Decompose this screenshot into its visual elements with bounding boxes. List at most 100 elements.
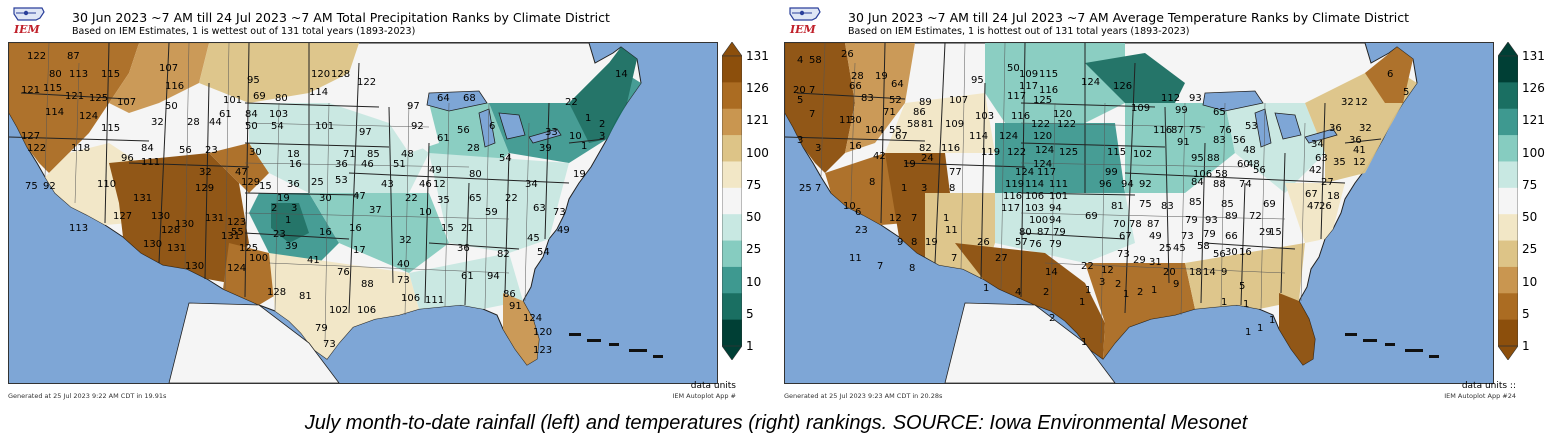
map-title: 30 Jun 2023 ~7 AM till 24 Jul 2023 ~7 AM… bbox=[72, 10, 610, 25]
district-rank-label: 79 bbox=[1203, 229, 1216, 240]
district-rank-label: 88 bbox=[1213, 179, 1226, 190]
district-rank-label: 77 bbox=[949, 167, 962, 178]
colorbar-tick-label: 1 bbox=[1522, 339, 1530, 353]
district-rank-label: 75 bbox=[1189, 125, 1202, 136]
colorbar-tick-label: 131 bbox=[746, 49, 769, 63]
district-rank-label: 46 bbox=[419, 179, 432, 190]
district-rank-label: 122 bbox=[27, 51, 46, 62]
precipitation-panel: IEM 30 Jun 2023 ~7 AM till 24 Jul 2023 ~… bbox=[0, 0, 772, 400]
district-rank-label: 22 bbox=[405, 193, 418, 204]
district-rank-label: 76 bbox=[337, 267, 350, 278]
district-rank-label: 67 bbox=[1305, 189, 1318, 200]
colorbar-arrow-top bbox=[1498, 42, 1518, 57]
district-rank-label: 115 bbox=[101, 123, 120, 134]
svg-text:IEM: IEM bbox=[13, 23, 41, 36]
district-rank-label: 58 bbox=[1197, 241, 1210, 252]
district-rank-label: 44 bbox=[209, 117, 222, 128]
district-rank-label: 109 bbox=[945, 119, 964, 130]
district-rank-label: 120 bbox=[533, 327, 552, 338]
district-rank-label: 79 bbox=[1049, 239, 1062, 250]
district-rank-label: 126 bbox=[1113, 81, 1132, 92]
district-rank-label: 125 bbox=[239, 243, 258, 254]
iem-logo-icon: IEM bbox=[784, 4, 834, 36]
district-rank-label: 29 bbox=[1133, 255, 1146, 266]
district-rank-label: 41 bbox=[307, 255, 320, 266]
district-rank-label: 53 bbox=[1245, 121, 1258, 132]
colorbar-segment bbox=[1498, 266, 1518, 294]
district-rank-label: 3 bbox=[815, 143, 821, 154]
district-rank-label: 32 bbox=[199, 167, 212, 178]
district-rank-label: 15 bbox=[259, 181, 272, 192]
district-rank-label: 102 bbox=[1133, 149, 1152, 160]
district-rank-label: 79 bbox=[1053, 227, 1066, 238]
district-rank-label: 80 bbox=[469, 169, 482, 180]
district-rank-label: 65 bbox=[469, 193, 482, 204]
district-rank-label: 39 bbox=[285, 241, 298, 252]
district-rank-label: 12 bbox=[1101, 265, 1114, 276]
district-rank-label: 67 bbox=[895, 131, 908, 142]
district-rank-label: 119 bbox=[981, 147, 1000, 158]
district-rank-label: 36 bbox=[457, 243, 470, 254]
district-rank-label: 5 bbox=[1403, 87, 1409, 98]
district-rank-label: 50 bbox=[165, 101, 178, 112]
autoplot-app-label: IEM Autoplot App #24 bbox=[1444, 392, 1516, 400]
district-rank-label: 51 bbox=[393, 159, 406, 170]
district-rank-label: 73 bbox=[1117, 249, 1130, 260]
district-rank-label: 33 bbox=[545, 127, 558, 138]
district-rank-label: 89 bbox=[919, 97, 932, 108]
district-rank-label: 10 bbox=[569, 131, 582, 142]
district-rank-label: 101 bbox=[223, 95, 242, 106]
district-rank-label: 111 bbox=[141, 157, 160, 168]
colorbar-tick-label: 25 bbox=[746, 242, 762, 257]
district-rank-label: 106 bbox=[401, 293, 420, 304]
district-rank-label: 26 bbox=[841, 49, 854, 60]
district-rank-label: 37 bbox=[369, 205, 382, 216]
district-rank-label: 16 bbox=[849, 141, 862, 152]
district-rank-label: 116 bbox=[1153, 125, 1172, 136]
district-rank-label: 80 bbox=[275, 93, 288, 104]
district-rank-label: 121 bbox=[65, 91, 84, 102]
district-rank-label: 10 bbox=[843, 201, 856, 212]
district-rank-label: 34 bbox=[1311, 139, 1324, 150]
temperature-map: 4 58 26 50 19 28 95 109 115 6 20 7 66 64 117 116 124 126 5… bbox=[784, 42, 1494, 384]
district-rank-label: 8 bbox=[949, 183, 955, 194]
district-rank-label: 53 bbox=[335, 175, 348, 186]
district-rank-label: 1 bbox=[983, 283, 989, 294]
temperature-panel: IEM 30 Jun 2023 ~7 AM till 24 Jul 2023 ~… bbox=[776, 0, 1552, 400]
colorbar-tick-label: 126 bbox=[746, 81, 769, 96]
district-rank-label: 88 bbox=[361, 279, 374, 290]
district-rank-label: 91 bbox=[1177, 137, 1190, 148]
district-rank-label: 65 bbox=[1213, 107, 1226, 118]
district-rank-label: 22 bbox=[505, 193, 518, 204]
district-rank-label: 23 bbox=[205, 145, 218, 156]
generated-timestamp: Generated at 25 Jul 2023 9:23 AM CDT in … bbox=[784, 392, 943, 400]
district-rank-label: 70 bbox=[1113, 219, 1126, 230]
district-rank-label: 36 bbox=[1329, 123, 1342, 134]
district-rank-label: 58 bbox=[907, 119, 920, 130]
generated-timestamp: Generated at 25 Jul 2023 9:22 AM CDT in … bbox=[8, 392, 167, 400]
district-rank-label: 121 bbox=[21, 85, 40, 96]
district-rank-label: 131 bbox=[221, 231, 240, 242]
colorbar-tick-label: 121 bbox=[746, 113, 769, 128]
colorbar-tick-label: 50 bbox=[1522, 210, 1538, 225]
district-rank-label: 99 bbox=[1175, 105, 1188, 116]
district-rank-label: 1 bbox=[1123, 289, 1129, 300]
district-rank-label: 55 bbox=[889, 125, 902, 136]
district-rank-label: 124 bbox=[227, 263, 246, 274]
colorbar-segment bbox=[722, 266, 742, 294]
district-rank-label: 32 bbox=[399, 235, 412, 246]
district-rank-label: 14 bbox=[1045, 267, 1058, 278]
district-rank-label: 30 bbox=[849, 115, 862, 126]
district-rank-label: 42 bbox=[1309, 165, 1322, 176]
district-rank-label: 123 bbox=[533, 345, 552, 356]
district-rank-label: 82 bbox=[919, 143, 932, 154]
district-rank-label: 47 bbox=[353, 191, 366, 202]
district-rank-label: 6 bbox=[1387, 69, 1393, 80]
district-rank-label: 86 bbox=[503, 289, 516, 300]
district-rank-label: 114 bbox=[309, 87, 328, 98]
district-rank-label: 1 bbox=[943, 213, 949, 224]
district-rank-label: 2 bbox=[1049, 313, 1055, 324]
district-rank-label: 15 bbox=[1269, 227, 1282, 238]
district-rank-label: 56 bbox=[1253, 165, 1266, 176]
map-subtitle: Based on IEM Estimates, 1 is hottest out… bbox=[848, 26, 1190, 37]
